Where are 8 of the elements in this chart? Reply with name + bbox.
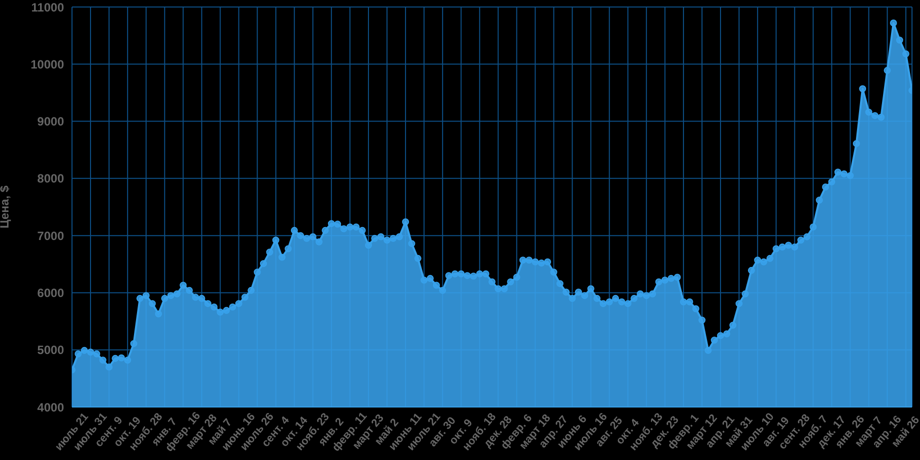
y-tick-label: 8000 xyxy=(37,172,64,186)
y-tick-label: 7000 xyxy=(37,228,64,243)
y-tick-label: 4000 xyxy=(37,400,64,414)
y-tick-label: 9000 xyxy=(37,114,64,129)
y-tick-label: 11000 xyxy=(31,0,64,14)
y-tick-label: 6000 xyxy=(37,286,64,300)
y-tick-label: 10000 xyxy=(30,57,64,72)
y-tick-label: 5000 xyxy=(37,343,64,358)
